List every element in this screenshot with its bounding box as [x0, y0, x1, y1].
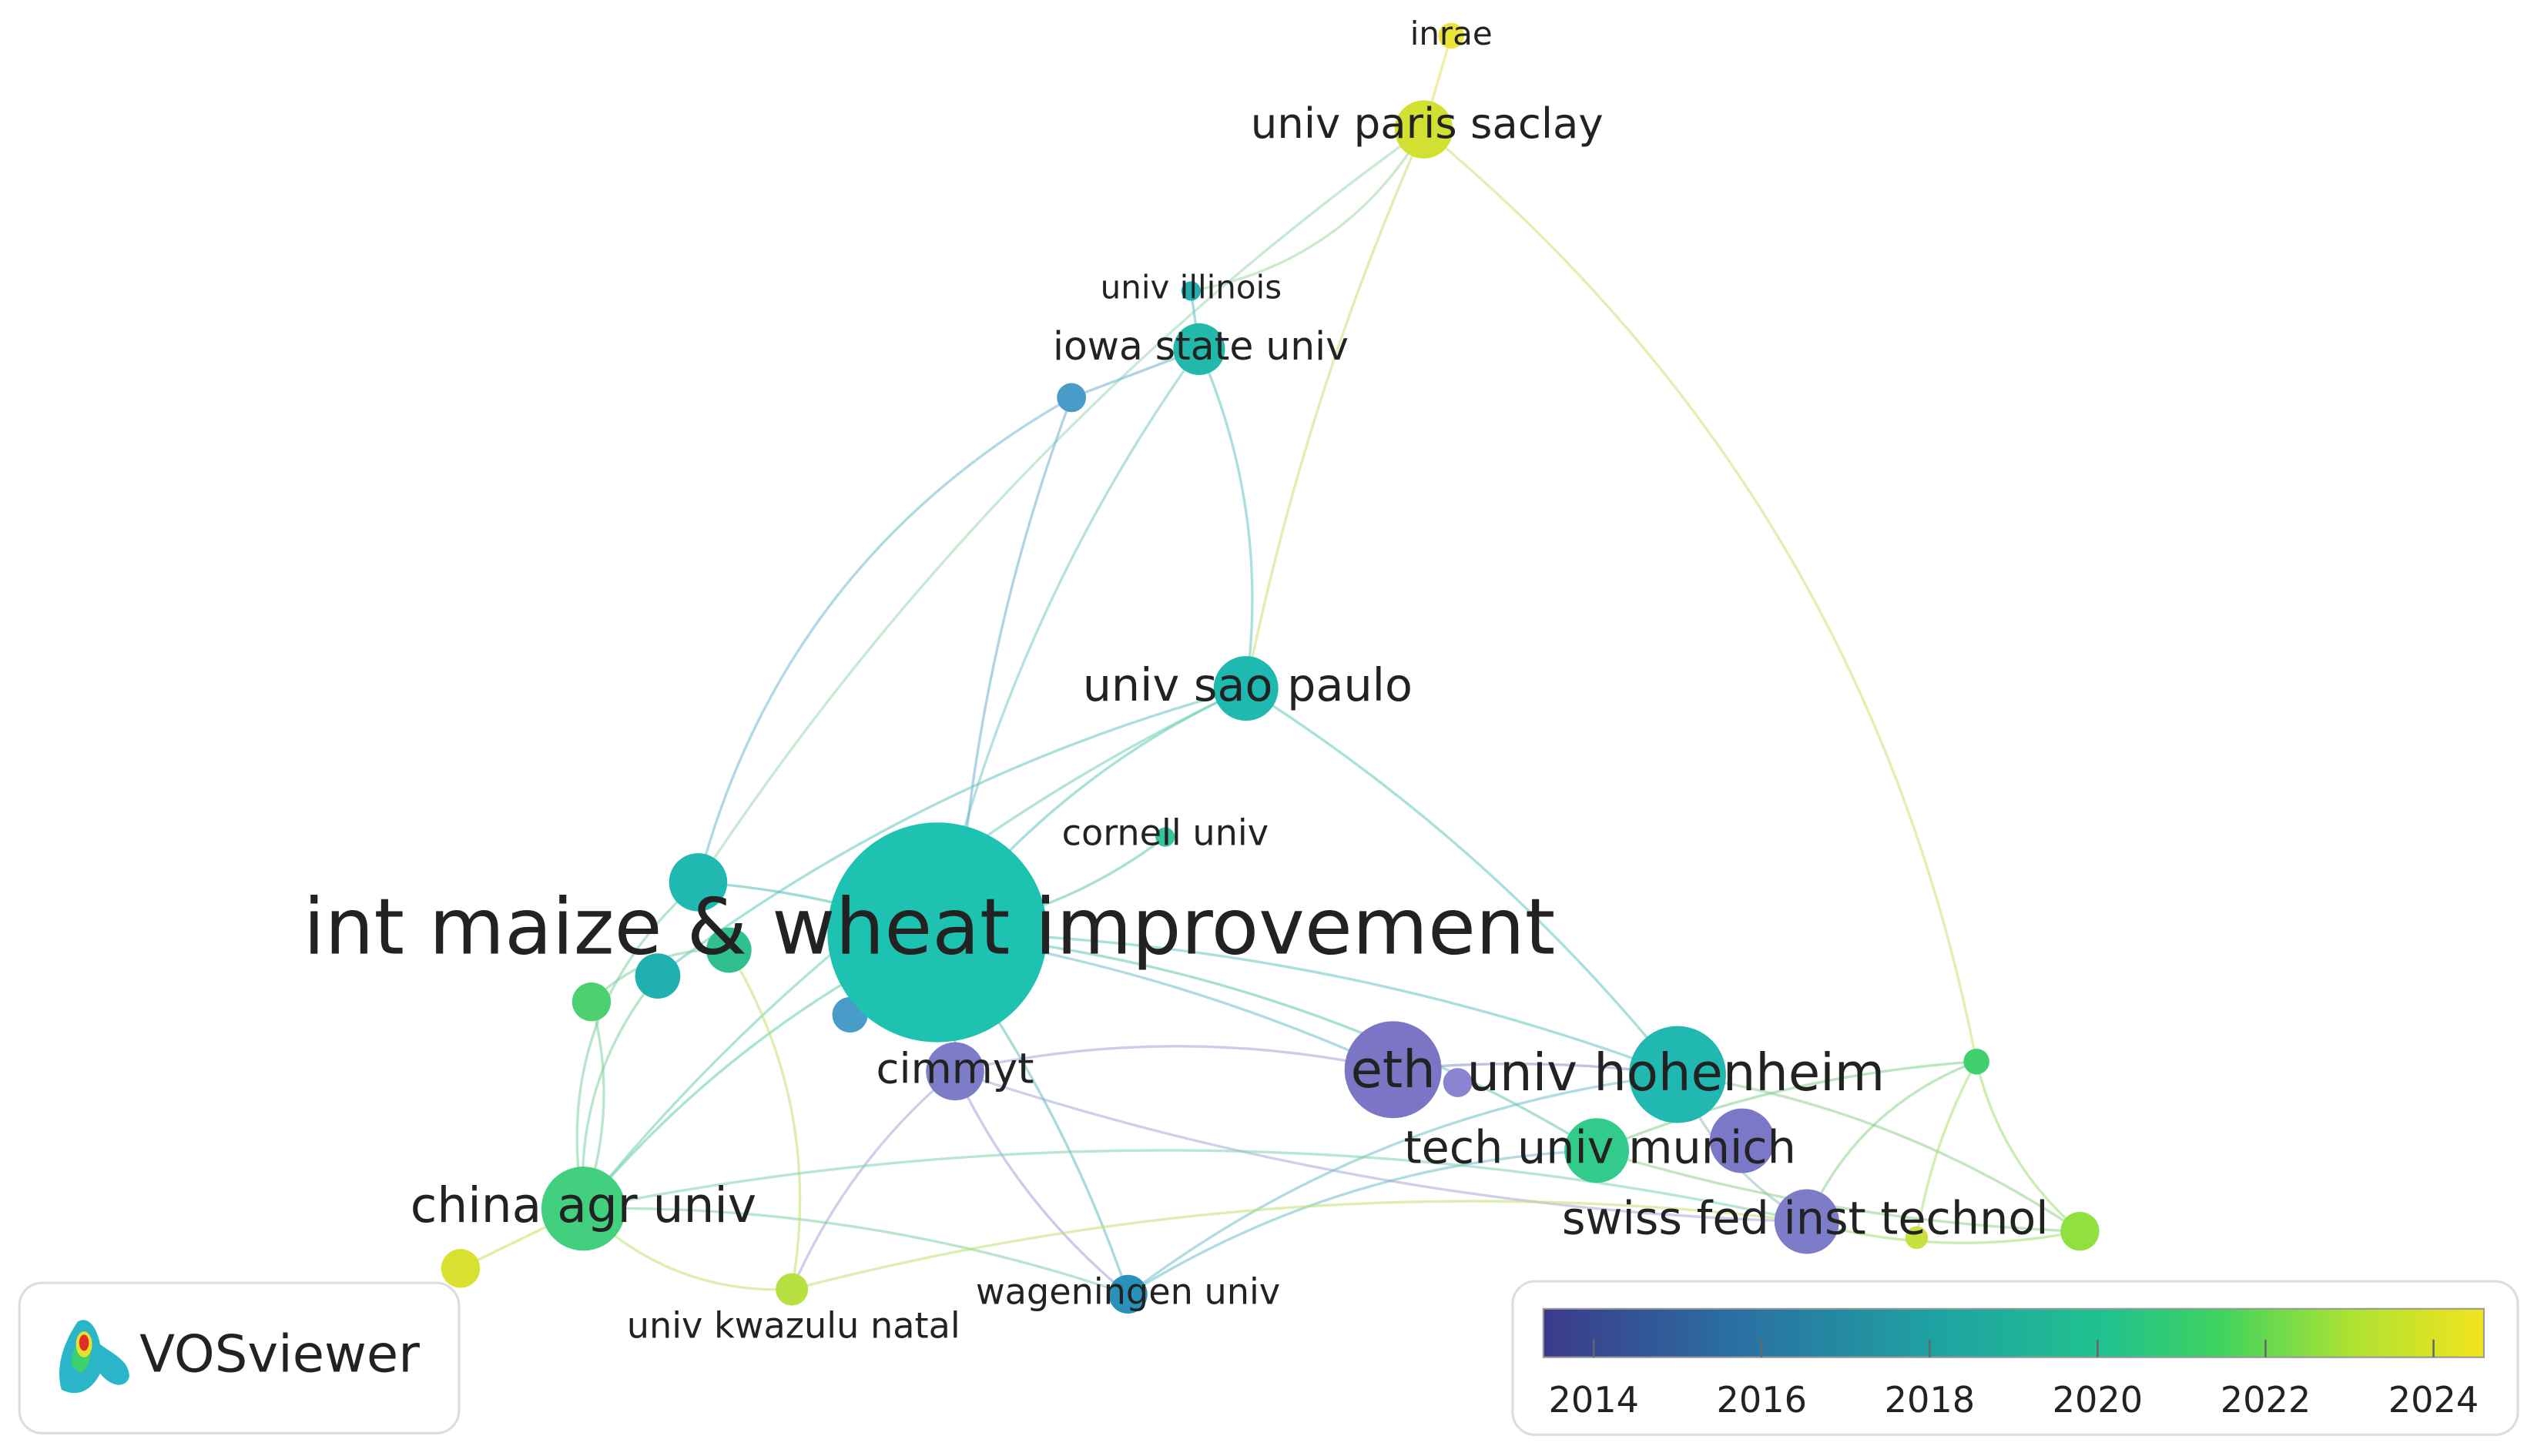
logo-box: VOSviewer: [18, 1281, 461, 1434]
node: [1344, 1021, 1442, 1119]
node: [1905, 1226, 1929, 1250]
tick-label: 2018: [1885, 1379, 1975, 1421]
node: [1963, 1048, 1989, 1075]
edge: [1596, 1060, 1977, 1152]
node-label: univ illinois: [1101, 268, 1282, 306]
node: [1629, 1026, 1726, 1123]
node-label: int maize & wheat improvement: [303, 882, 1556, 972]
edge: [583, 1149, 1808, 1223]
node: [441, 1249, 481, 1288]
logo-text: VOSviewer: [139, 1324, 420, 1384]
edge: [697, 128, 1425, 883]
node: [1155, 827, 1175, 847]
node: [1173, 323, 1225, 376]
node: [1564, 1118, 1629, 1183]
tick-label: 2024: [2388, 1379, 2479, 1421]
edge: [1245, 129, 1426, 689]
node: [571, 982, 612, 1022]
edge: [575, 881, 699, 1210]
edge: [954, 1069, 1807, 1223]
node-label: univ kwazulu natal: [627, 1304, 960, 1346]
edge: [954, 1045, 1394, 1073]
edge: [791, 1200, 1808, 1291]
node-label: iowa state univ: [1053, 323, 1349, 369]
node-label: tech univ munich: [1404, 1120, 1796, 1173]
node: [1774, 1189, 1839, 1254]
tick-label: 2016: [1717, 1379, 1807, 1421]
node-label: cornell univ: [1062, 812, 1269, 854]
node: [1108, 1274, 1148, 1314]
node-label: univ hohenheim: [1467, 1043, 1885, 1103]
edge: [1127, 1149, 1597, 1296]
node: [706, 927, 752, 973]
nodes: [441, 22, 2100, 1314]
edge: [937, 931, 1678, 1076]
edge: [1127, 1073, 1678, 1296]
tick-label: 2014: [1548, 1379, 1638, 1421]
node-label: eth: [1351, 1039, 1436, 1100]
node: [827, 822, 1047, 1043]
node: [669, 853, 728, 912]
edge: [1975, 1061, 2081, 1233]
logo-icon: [59, 1320, 129, 1394]
node: [926, 1042, 984, 1101]
node: [1057, 383, 1086, 413]
edge: [1806, 1220, 2080, 1244]
edge: [727, 949, 802, 1290]
node: [1709, 1108, 1775, 1173]
node: [1438, 22, 1464, 49]
node-label: china agr univ: [411, 1177, 756, 1233]
node-label: inrae: [1410, 15, 1493, 52]
color-bar: [1542, 1307, 2485, 1358]
edge: [1596, 1149, 2080, 1233]
edge: [790, 1070, 957, 1290]
labels: inrae univ paris saclay univ illinois iowa …: [303, 15, 2049, 1347]
edge: [1423, 128, 1978, 1063]
logo-frame: [18, 1281, 461, 1434]
edge: [1915, 1060, 1978, 1238]
node-label: wageningen univ: [976, 1270, 1280, 1312]
edge: [954, 1070, 1129, 1296]
node: [635, 953, 681, 999]
edge: [1198, 348, 1254, 689]
edge: [1677, 1073, 2081, 1233]
node: [776, 1273, 809, 1306]
color-legend: 2014 2016 2018 2020 2022 2024: [1511, 1280, 2519, 1437]
node-label: cimmyt: [876, 1043, 1034, 1093]
edge: [696, 396, 1072, 883]
node-label: univ sao paulo: [1083, 658, 1413, 711]
node: [1181, 281, 1201, 301]
tick-label: 2022: [2221, 1379, 2311, 1421]
edge: [656, 687, 1247, 977]
node-label: univ paris saclay: [1251, 99, 1604, 148]
tick-label: 2020: [2053, 1379, 2143, 1421]
node-label: swiss fed inst technol: [1562, 1192, 2049, 1245]
edge: [583, 1207, 1129, 1296]
node: [541, 1166, 626, 1251]
node: [1213, 656, 1279, 721]
node: [1443, 1068, 1473, 1097]
edge: [1245, 687, 1679, 1076]
node: [2060, 1211, 2100, 1251]
node: [1394, 100, 1453, 159]
